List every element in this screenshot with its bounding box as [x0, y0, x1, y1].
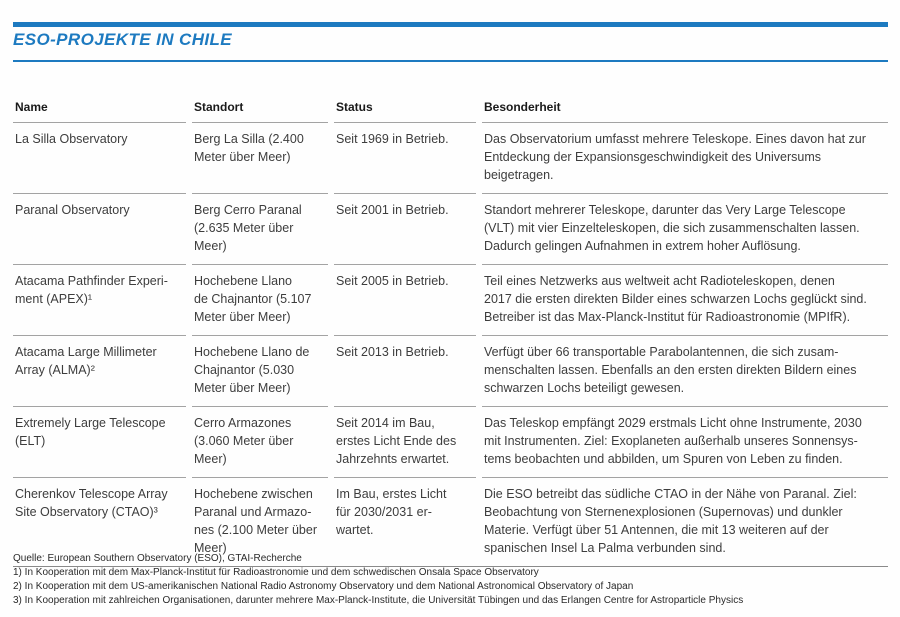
- column-header-besonderheit: Besonderheit: [484, 100, 561, 114]
- footnote-1: 1) In Kooperation mit dem Max-Planck-Ins…: [13, 567, 539, 578]
- table-row: Atacama Large Millimeter Array (ALMA)² H…: [13, 335, 888, 406]
- cell-besonderheit: Die ESO betreibt das südliche CTAO in de…: [482, 477, 888, 566]
- column-header-name: Name: [15, 100, 48, 114]
- cell-besonderheit: Verfügt über 66 transportable Parabolant…: [482, 335, 888, 406]
- cell-name: Extremely Large Telescope (ELT): [13, 406, 186, 477]
- projects-table: Name Standort Status Besonderheit La Sil…: [13, 92, 888, 567]
- cell-name: La Silla Observatory: [13, 122, 186, 193]
- footnote-2: 2) In Kooperation mit dem US-amerikanisc…: [13, 581, 634, 592]
- table-header-row: Name Standort Status Besonderheit: [13, 92, 888, 122]
- column-header-status: Status: [336, 100, 373, 114]
- cell-status: Seit 1969 in Betrieb.: [334, 122, 476, 193]
- cell-status: Seit 2001 in Betrieb.: [334, 193, 476, 264]
- table-row: Extremely Large Telescope (ELT) Cerro Ar…: [13, 406, 888, 477]
- source-line: Quelle: European Southern Observatory (E…: [13, 553, 302, 564]
- page-title: ESO-PROJEKTE IN CHILE: [13, 30, 233, 49]
- footnotes: Quelle: European Southern Observatory (E…: [13, 552, 743, 608]
- cell-standort: Hochebene zwischen Paranal und Armazo- n…: [192, 477, 328, 566]
- cell-status: Seit 2013 in Betrieb.: [334, 335, 476, 406]
- cell-name: Paranal Observatory: [13, 193, 186, 264]
- cell-besonderheit: Das Observatorium umfasst mehrere Telesk…: [482, 122, 888, 193]
- table-row: Atacama Pathfinder Experi- ment (APEX)¹ …: [13, 264, 888, 335]
- cell-standort: Hochebene Llano de Chajnantor (5.030 Met…: [192, 335, 328, 406]
- cell-standort: Cerro Armazones (3.060 Meter über Meer): [192, 406, 328, 477]
- cell-name: Atacama Large Millimeter Array (ALMA)²: [13, 335, 186, 406]
- cell-name: Atacama Pathfinder Experi- ment (APEX)¹: [13, 264, 186, 335]
- cell-standort: Berg Cerro Paranal (2.635 Meter über Mee…: [192, 193, 328, 264]
- table-row: La Silla Observatory Berg La Silla (2.40…: [13, 122, 888, 193]
- cell-status: Seit 2014 im Bau, erstes Licht Ende des …: [334, 406, 476, 477]
- cell-besonderheit: Standort mehrerer Teleskope, darunter da…: [482, 193, 888, 264]
- title-underline: [13, 60, 888, 62]
- column-header-standort: Standort: [194, 100, 244, 114]
- cell-name: Cherenkov Telescope Array Site Observato…: [13, 477, 186, 566]
- cell-status: Seit 2005 in Betrieb.: [334, 264, 476, 335]
- cell-standort: Berg La Silla (2.400 Meter über Meer): [192, 122, 328, 193]
- cell-standort: Hochebene Llano de Chajnantor (5.107 Met…: [192, 264, 328, 335]
- cell-status: Im Bau, erstes Licht für 2030/2031 er- w…: [334, 477, 476, 566]
- top-accent-bar: [13, 22, 888, 27]
- footnote-3: 3) In Kooperation mit zahlreichen Organi…: [13, 595, 744, 606]
- cell-besonderheit: Das Teleskop empfängt 2029 erstmals Lich…: [482, 406, 888, 477]
- cell-besonderheit: Teil eines Netzwerks aus weltweit acht R…: [482, 264, 888, 335]
- table-row: Cherenkov Telescope Array Site Observato…: [13, 477, 888, 566]
- table-row: Paranal Observatory Berg Cerro Paranal (…: [13, 193, 888, 264]
